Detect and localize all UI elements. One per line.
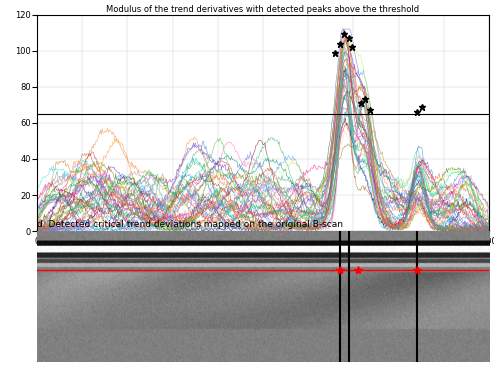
X-axis label: A-scan #: A-scan #: [241, 248, 285, 258]
Title: Modulus of the trend derivatives with detected peaks above the threshold: Modulus of the trend derivatives with de…: [107, 5, 419, 14]
Text: d. Detected critical trend deviations mapped on the original B-scan: d. Detected critical trend deviations ma…: [37, 220, 343, 229]
